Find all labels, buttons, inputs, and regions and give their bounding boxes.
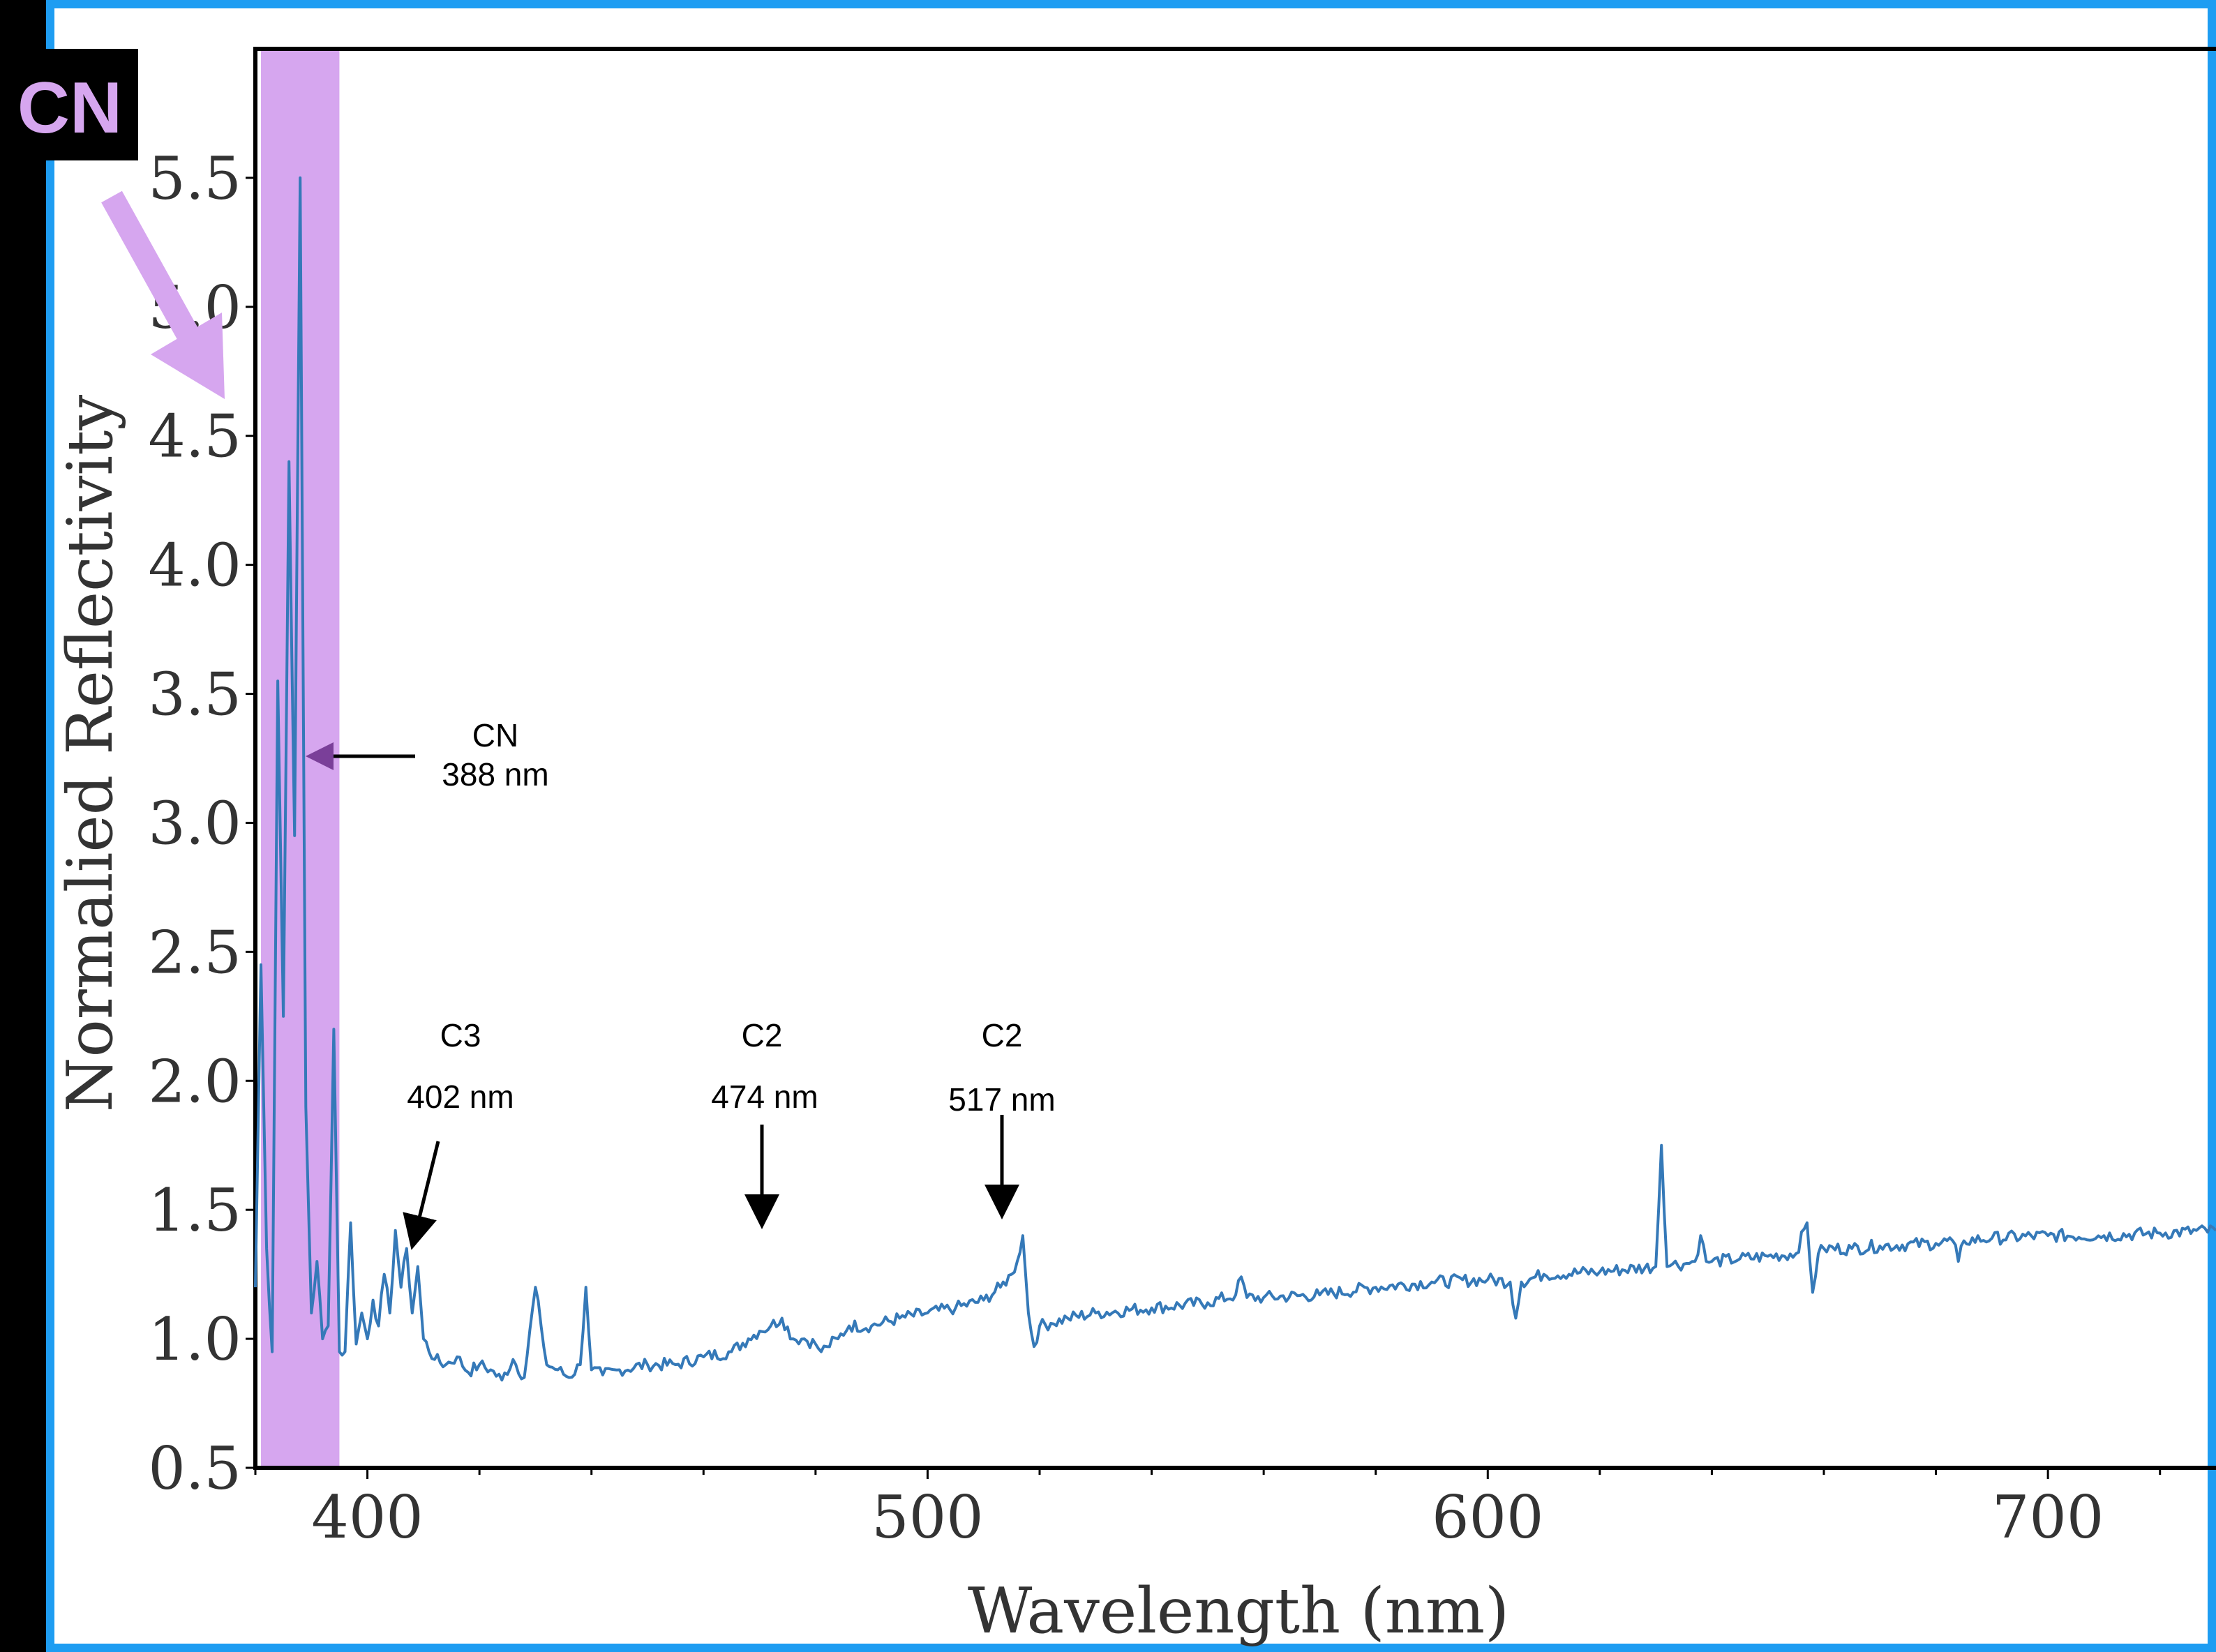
annotation-c2-474-title: C2 — [742, 1017, 783, 1053]
x-tick-label: 400 — [311, 1483, 423, 1552]
annotation-c2-474-wavelength: 474 nm — [711, 1079, 818, 1115]
reflectivity-series-line — [254, 176, 2216, 1382]
x-axis-ticks: 400 500 600 700 — [254, 1468, 2162, 1552]
y-tick-label: 5.5 — [148, 144, 241, 213]
y-tick-label: 1.5 — [148, 1176, 241, 1245]
x-tick-label: 600 — [1432, 1483, 1543, 1552]
left-strip — [0, 0, 46, 1652]
annotation-c3-arrow — [403, 1141, 440, 1250]
annotation-cn-title: CN — [472, 717, 518, 753]
cn-badge-label: CN — [17, 68, 122, 149]
cn-badge: CN — [0, 49, 138, 160]
annotation-c2-517-title: C2 — [982, 1017, 1023, 1053]
cn-badge-background — [0, 49, 138, 160]
y-tick-label: 4.0 — [148, 532, 241, 600]
annotation-c3: C3 402 nm — [403, 1017, 514, 1250]
y-tick-label: 3.0 — [148, 789, 241, 857]
y-axis-ticks: 0.51.01.52.02.53.03.54.04.55.05.5 — [148, 144, 255, 1503]
x-tick-label: 500 — [871, 1483, 983, 1552]
annotation-c3-wavelength: 402 nm — [407, 1079, 514, 1115]
left-strip-edge — [46, 0, 54, 1652]
y-tick-label: 3.5 — [148, 661, 241, 729]
y-tick-label: 0.5 — [148, 1434, 241, 1503]
x-axis-title: Wavelength (nm) — [968, 1575, 1509, 1648]
x-tick-label: 700 — [1992, 1483, 2104, 1552]
y-axis-title: Normalied Reflectivity — [54, 395, 127, 1112]
y-tick-label: 4.5 — [148, 403, 241, 471]
y-tick-label: 1.0 — [148, 1305, 241, 1374]
annotation-c2-517: C2 517 nm — [948, 1017, 1056, 1219]
annotation-c3-title: C3 — [440, 1017, 481, 1053]
cn-pointer-arrow — [101, 190, 225, 399]
plot-area-border — [253, 47, 2216, 1470]
annotation-cn: CN 388 nm — [306, 717, 549, 793]
annotation-c2-474: C2 474 nm — [711, 1017, 818, 1229]
y-tick-label: 2.0 — [148, 1047, 241, 1116]
y-tick-label: 2.5 — [148, 918, 241, 986]
annotation-c2-517-wavelength: 517 nm — [948, 1081, 1055, 1118]
annotation-cn-wavelength: 388 nm — [442, 756, 548, 793]
cn-pointer-arrow-head — [151, 313, 225, 399]
